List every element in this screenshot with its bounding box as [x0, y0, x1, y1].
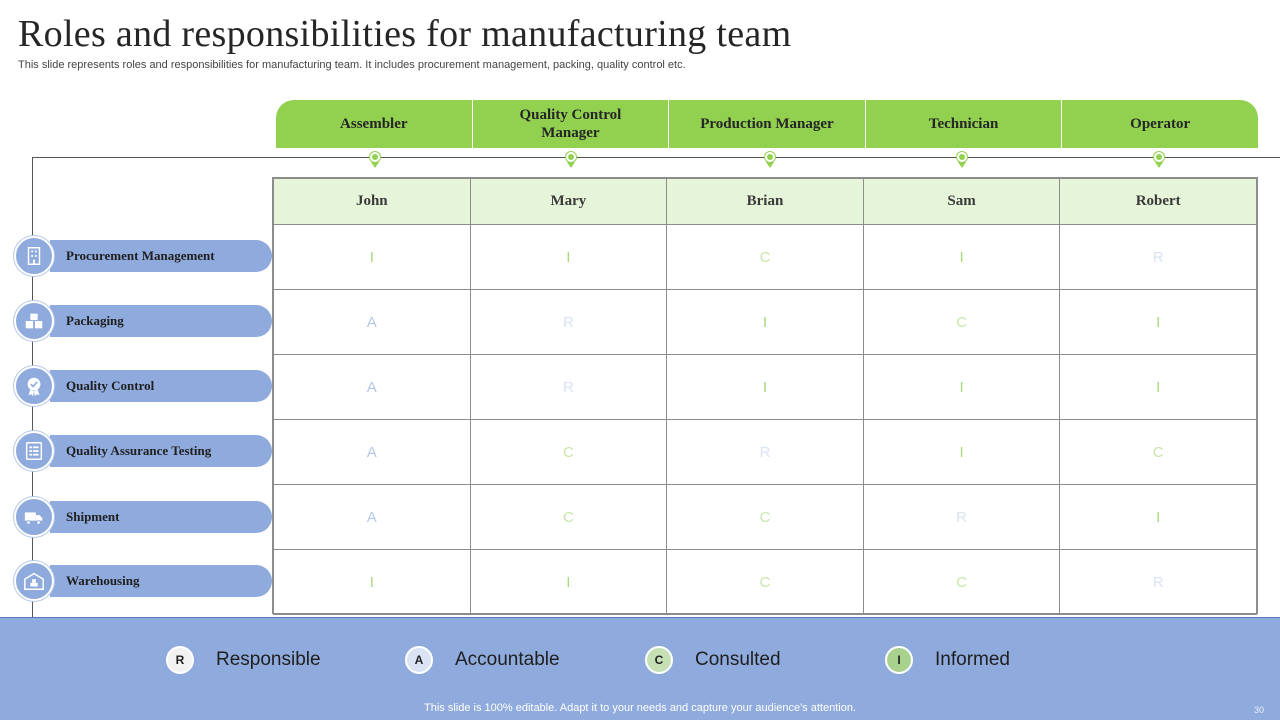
raci-cell: A: [273, 484, 471, 550]
task-label: Packaging: [50, 305, 272, 337]
raci-cell: A: [273, 354, 471, 420]
task-quality-control: Quality Control: [14, 366, 272, 406]
raci-cell: C: [666, 549, 864, 615]
legend-label: Informed: [935, 649, 1010, 670]
warehouse-icon: [14, 561, 54, 601]
raci-cell: C: [1059, 419, 1257, 485]
raci-cell: I: [1059, 484, 1257, 550]
pin-marker-icon: [369, 152, 381, 168]
legend-badge-i: I: [885, 646, 913, 674]
boxes-icon: [14, 301, 54, 341]
page-title: Roles and responsibilities for manufactu…: [18, 13, 792, 55]
role-assembler: Assembler: [276, 100, 473, 148]
raci-cell: C: [666, 484, 864, 550]
pin-marker-icon: [565, 152, 577, 168]
role-production-manager: Production Manager: [669, 100, 866, 148]
footer-note: This slide is 100% editable. Adapt it to…: [424, 702, 856, 714]
quality-badge-icon: [14, 366, 54, 406]
pin-marker-icon: [956, 152, 968, 168]
raci-cell: I: [862, 224, 1061, 290]
building-icon: [14, 236, 54, 276]
raci-cell: I: [862, 419, 1061, 485]
task-label: Shipment: [50, 501, 272, 533]
raci-cell: I: [666, 289, 864, 355]
role-header: Assembler Quality Control Manager Produc…: [276, 100, 1258, 148]
legend-badge-c: C: [645, 646, 673, 674]
raci-cell: A: [273, 289, 471, 355]
legend-badge-r: R: [166, 646, 194, 674]
task-shipment: Shipment: [14, 497, 272, 537]
raci-cell: I: [666, 354, 864, 420]
raci-cell: C: [666, 224, 864, 290]
task-label: Procurement Management: [50, 240, 272, 272]
connector-horizontal-line: [32, 157, 1280, 158]
person-name: Sam: [862, 178, 1061, 225]
legend-band: R Responsible A Accountable C Consulted …: [0, 617, 1280, 720]
raci-cell: R: [469, 354, 668, 420]
people-row: John Mary Brian Sam Robert: [273, 178, 1257, 225]
legend-label: Responsible: [216, 649, 321, 670]
raci-cell: R: [469, 289, 668, 355]
person-name: Brian: [666, 178, 864, 225]
legend-item-consulted: C Consulted: [645, 646, 781, 674]
role-technician: Technician: [866, 100, 1063, 148]
role-operator: Operator: [1130, 116, 1191, 132]
task-procurement-management: Procurement Management: [14, 236, 272, 276]
raci-cell: R: [1059, 549, 1257, 615]
task-warehousing: Warehousing: [14, 561, 272, 601]
page-subtitle: This slide represents roles and responsi…: [18, 59, 686, 71]
pin-marker-icon: [1153, 152, 1165, 168]
raci-cell: C: [469, 419, 668, 485]
raci-cell: I: [469, 224, 668, 290]
task-label: Warehousing: [50, 565, 272, 597]
raci-cell: I: [862, 354, 1061, 420]
raci-cell: C: [469, 484, 668, 550]
role-quality-control-manager-label: Quality Control Manager: [519, 107, 622, 141]
legend-item-accountable: A Accountable: [405, 646, 560, 674]
person-name: Mary: [469, 178, 668, 225]
raci-cell: R: [666, 419, 864, 485]
page-number: 30: [1253, 705, 1264, 715]
raci-cell: I: [469, 549, 668, 615]
legend-label: Accountable: [455, 649, 560, 670]
task-quality-assurance-testing: Quality Assurance Testing: [14, 431, 272, 471]
task-label: Quality Control: [50, 370, 272, 402]
person-name: John: [273, 178, 471, 225]
person-name: Robert: [1059, 178, 1257, 225]
pin-marker-icon: [764, 152, 776, 168]
raci-cell: C: [862, 289, 1061, 355]
raci-cell: R: [1059, 224, 1257, 290]
raci-cell: R: [862, 484, 1061, 550]
legend-item-responsible: R Responsible: [166, 646, 321, 674]
legend-item-informed: I Informed: [885, 646, 1010, 674]
raci-cell: C: [862, 549, 1061, 615]
legend-badge-a: A: [405, 646, 433, 674]
checklist-icon: [14, 431, 54, 471]
raci-cell: I: [1059, 354, 1257, 420]
raci-cell: I: [1059, 289, 1257, 355]
raci-cell: I: [273, 549, 471, 615]
task-label: Quality Assurance Testing: [50, 435, 272, 467]
raci-cell: I: [273, 224, 471, 290]
truck-icon: [14, 497, 54, 537]
role-quality-control-manager: Quality Control Manager: [473, 100, 670, 148]
legend-label: Consulted: [695, 649, 781, 670]
task-packaging: Packaging: [14, 301, 272, 341]
raci-cell: A: [273, 419, 471, 485]
